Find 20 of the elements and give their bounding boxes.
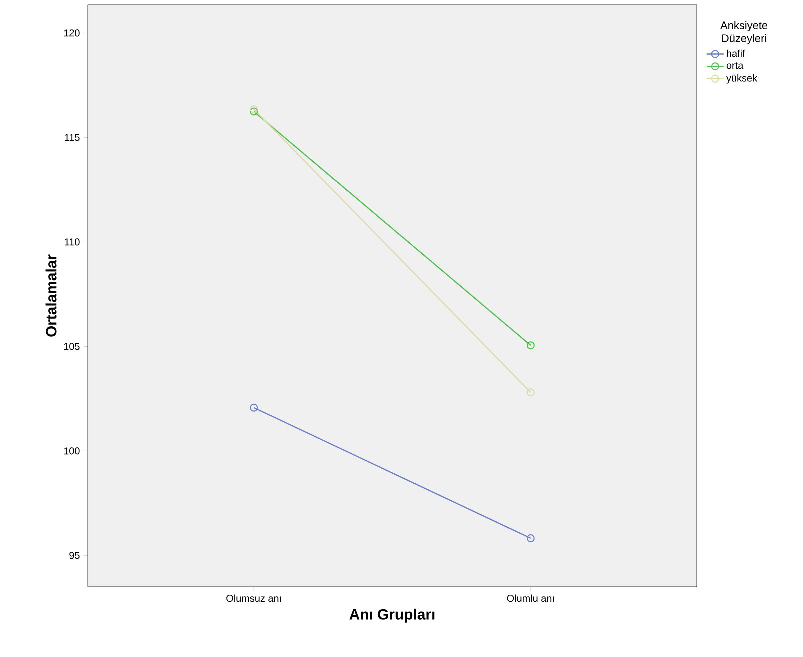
y-tick-label: 100 — [64, 448, 80, 455]
y-tick-label: 120 — [64, 30, 80, 37]
y-tick-label: 115 — [65, 134, 80, 142]
y-tick-label: 105 — [64, 343, 80, 350]
y-tick-label: 95 — [70, 552, 80, 560]
legend-label: hafif — [727, 50, 746, 58]
x-axis-title: Anı Grupları — [350, 608, 435, 623]
x-tick-label: Olumlu anı — [507, 594, 554, 602]
point — [526, 342, 535, 350]
y-tick-label: 110 — [65, 238, 80, 246]
x-tick-label: Olumsuz anı — [226, 594, 282, 602]
legend-label: orta — [726, 62, 744, 70]
point — [250, 404, 258, 412]
point — [250, 105, 258, 114]
legend-title: Anksiyete Düzeyleri — [720, 21, 768, 45]
legend-label: yüksek — [726, 74, 758, 84]
y-axis-title: Ortalamalar — [46, 254, 57, 337]
point — [526, 388, 535, 397]
point — [526, 534, 535, 543]
point — [250, 108, 258, 116]
